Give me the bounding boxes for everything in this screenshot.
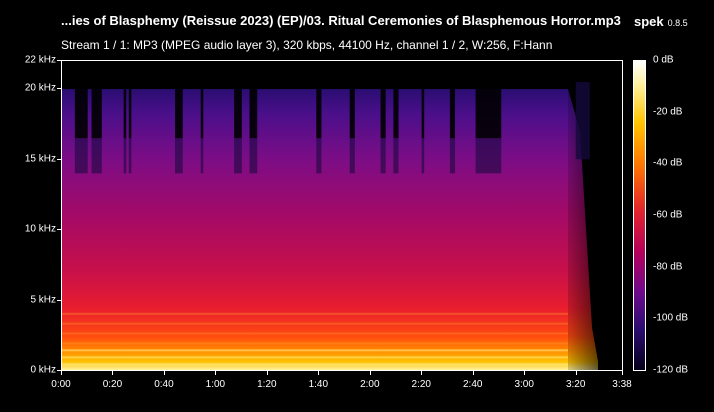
colorbar-tick-label: -100 dB (653, 312, 689, 324)
x-tick-mark (266, 371, 268, 375)
colorbar-tick-label: -120 dB (653, 364, 689, 376)
colorbar-tick-label: -40 dB (653, 157, 683, 169)
cutoff-gap (393, 88, 399, 139)
colorbar-tick-label: -60 dB (653, 209, 683, 221)
cutoff-gap (74, 88, 88, 139)
x-tick-label: 1:40 (308, 379, 329, 390)
cutoff-gap (123, 88, 127, 139)
cutoff-gap-fade (249, 138, 258, 174)
y-tick-label: 20 kHz (24, 82, 56, 94)
x-tick-mark (369, 371, 371, 375)
cutoff-gap (200, 88, 204, 139)
colorbar-tick-label: 0 dB (653, 54, 674, 66)
cutoff-gap (449, 88, 456, 139)
cutoff-gap (128, 88, 132, 139)
harmonic-band (62, 332, 569, 335)
y-tick-mark (57, 229, 61, 231)
cutoff-gap-fade (475, 138, 502, 174)
x-tick-mark (163, 371, 165, 375)
cutoff-gap-fade (91, 138, 102, 174)
colorbar-tick-label: -80 dB (653, 261, 683, 273)
harmonic-band (62, 342, 569, 345)
x-tick-label: 1:00 (205, 379, 226, 390)
cutoff-gap (349, 88, 355, 139)
x-tick-mark (622, 371, 623, 375)
y-tick-label: 15 kHz (24, 153, 56, 165)
spectrogram-canvas (62, 61, 622, 370)
cutoff-gap (316, 88, 322, 139)
harmonic-band (62, 363, 569, 366)
cutoff-gap-fade (380, 138, 386, 174)
y-tick-mark (57, 370, 61, 371)
x-tick-label: 3:00 (514, 379, 534, 390)
x-tick-mark (575, 371, 577, 375)
app-name: spek (634, 14, 664, 29)
y-tick-mark (57, 158, 61, 160)
cutoff-gap-fade (421, 138, 425, 174)
x-tick-mark (472, 371, 474, 375)
cutoff-gap-fade (200, 138, 204, 174)
cutoff-gap-fade (74, 138, 88, 174)
x-tick-label: 3:20 (565, 379, 586, 390)
cutoff-gap-fade (128, 138, 132, 174)
x-tick-mark (215, 371, 217, 375)
x-tick-mark (61, 371, 62, 375)
x-tick-mark (318, 371, 320, 375)
x-tick-label: 0:40 (154, 379, 174, 390)
y-tick-label: 5 kHz (30, 294, 56, 306)
cutoff-gap (380, 88, 386, 139)
cutoff-gap (475, 88, 502, 139)
spectrogram[interactable] (61, 60, 623, 371)
app-version: 0.8.5 (667, 18, 688, 28)
file-title: ...ies of Blasphemy (Reissue 2023) (EP)/… (61, 13, 621, 28)
x-tick-mark (112, 371, 114, 375)
cutoff-gap (91, 88, 102, 139)
x-tick-label: 0:20 (102, 379, 123, 390)
x-tick-label: 2:00 (360, 379, 380, 390)
harmonic-band (62, 356, 569, 359)
x-tick-label: 2:20 (411, 379, 431, 390)
cutoff-gap-fade (349, 138, 355, 174)
x-tick-label: 3:38 (612, 379, 632, 390)
y-tick-mark (57, 88, 61, 90)
harmonic-band (62, 312, 569, 315)
y-tick-mark (57, 60, 61, 61)
app-brand: spek 0.8.5 (634, 13, 688, 31)
harmonic-band (62, 349, 569, 352)
cutoff-gap (421, 88, 425, 139)
colorbar-tick-label: -20 dB (653, 106, 683, 118)
colorbar (633, 60, 646, 371)
stream-info: Stream 1 / 1: MP3 (MPEG audio layer 3), … (61, 38, 553, 52)
x-tick-label: 2:40 (463, 379, 483, 390)
cutoff-gap (234, 88, 242, 139)
cutoff-gap (175, 88, 183, 139)
y-tick-mark (57, 299, 61, 301)
cutoff-gap-fade (123, 138, 127, 174)
cutoff-gap-fade (175, 138, 183, 174)
x-tick-label: 1:20 (257, 379, 277, 390)
cutoff-gap-fade (234, 138, 242, 174)
x-tick-mark (421, 371, 423, 375)
x-tick-mark (524, 371, 526, 375)
y-tick-label: 22 kHz (24, 54, 56, 66)
cutoff-gap-fade (393, 138, 399, 174)
cutoff-gap-fade (449, 138, 456, 174)
harmonic-band (62, 322, 569, 325)
cutoff-gap-fade (316, 138, 322, 174)
x-tick-label: 0:00 (51, 379, 71, 390)
cutoff-gap (249, 88, 258, 139)
tail-residual (575, 82, 590, 160)
y-tick-label: 10 kHz (24, 223, 56, 235)
y-tick-label: 0 kHz (30, 364, 56, 376)
